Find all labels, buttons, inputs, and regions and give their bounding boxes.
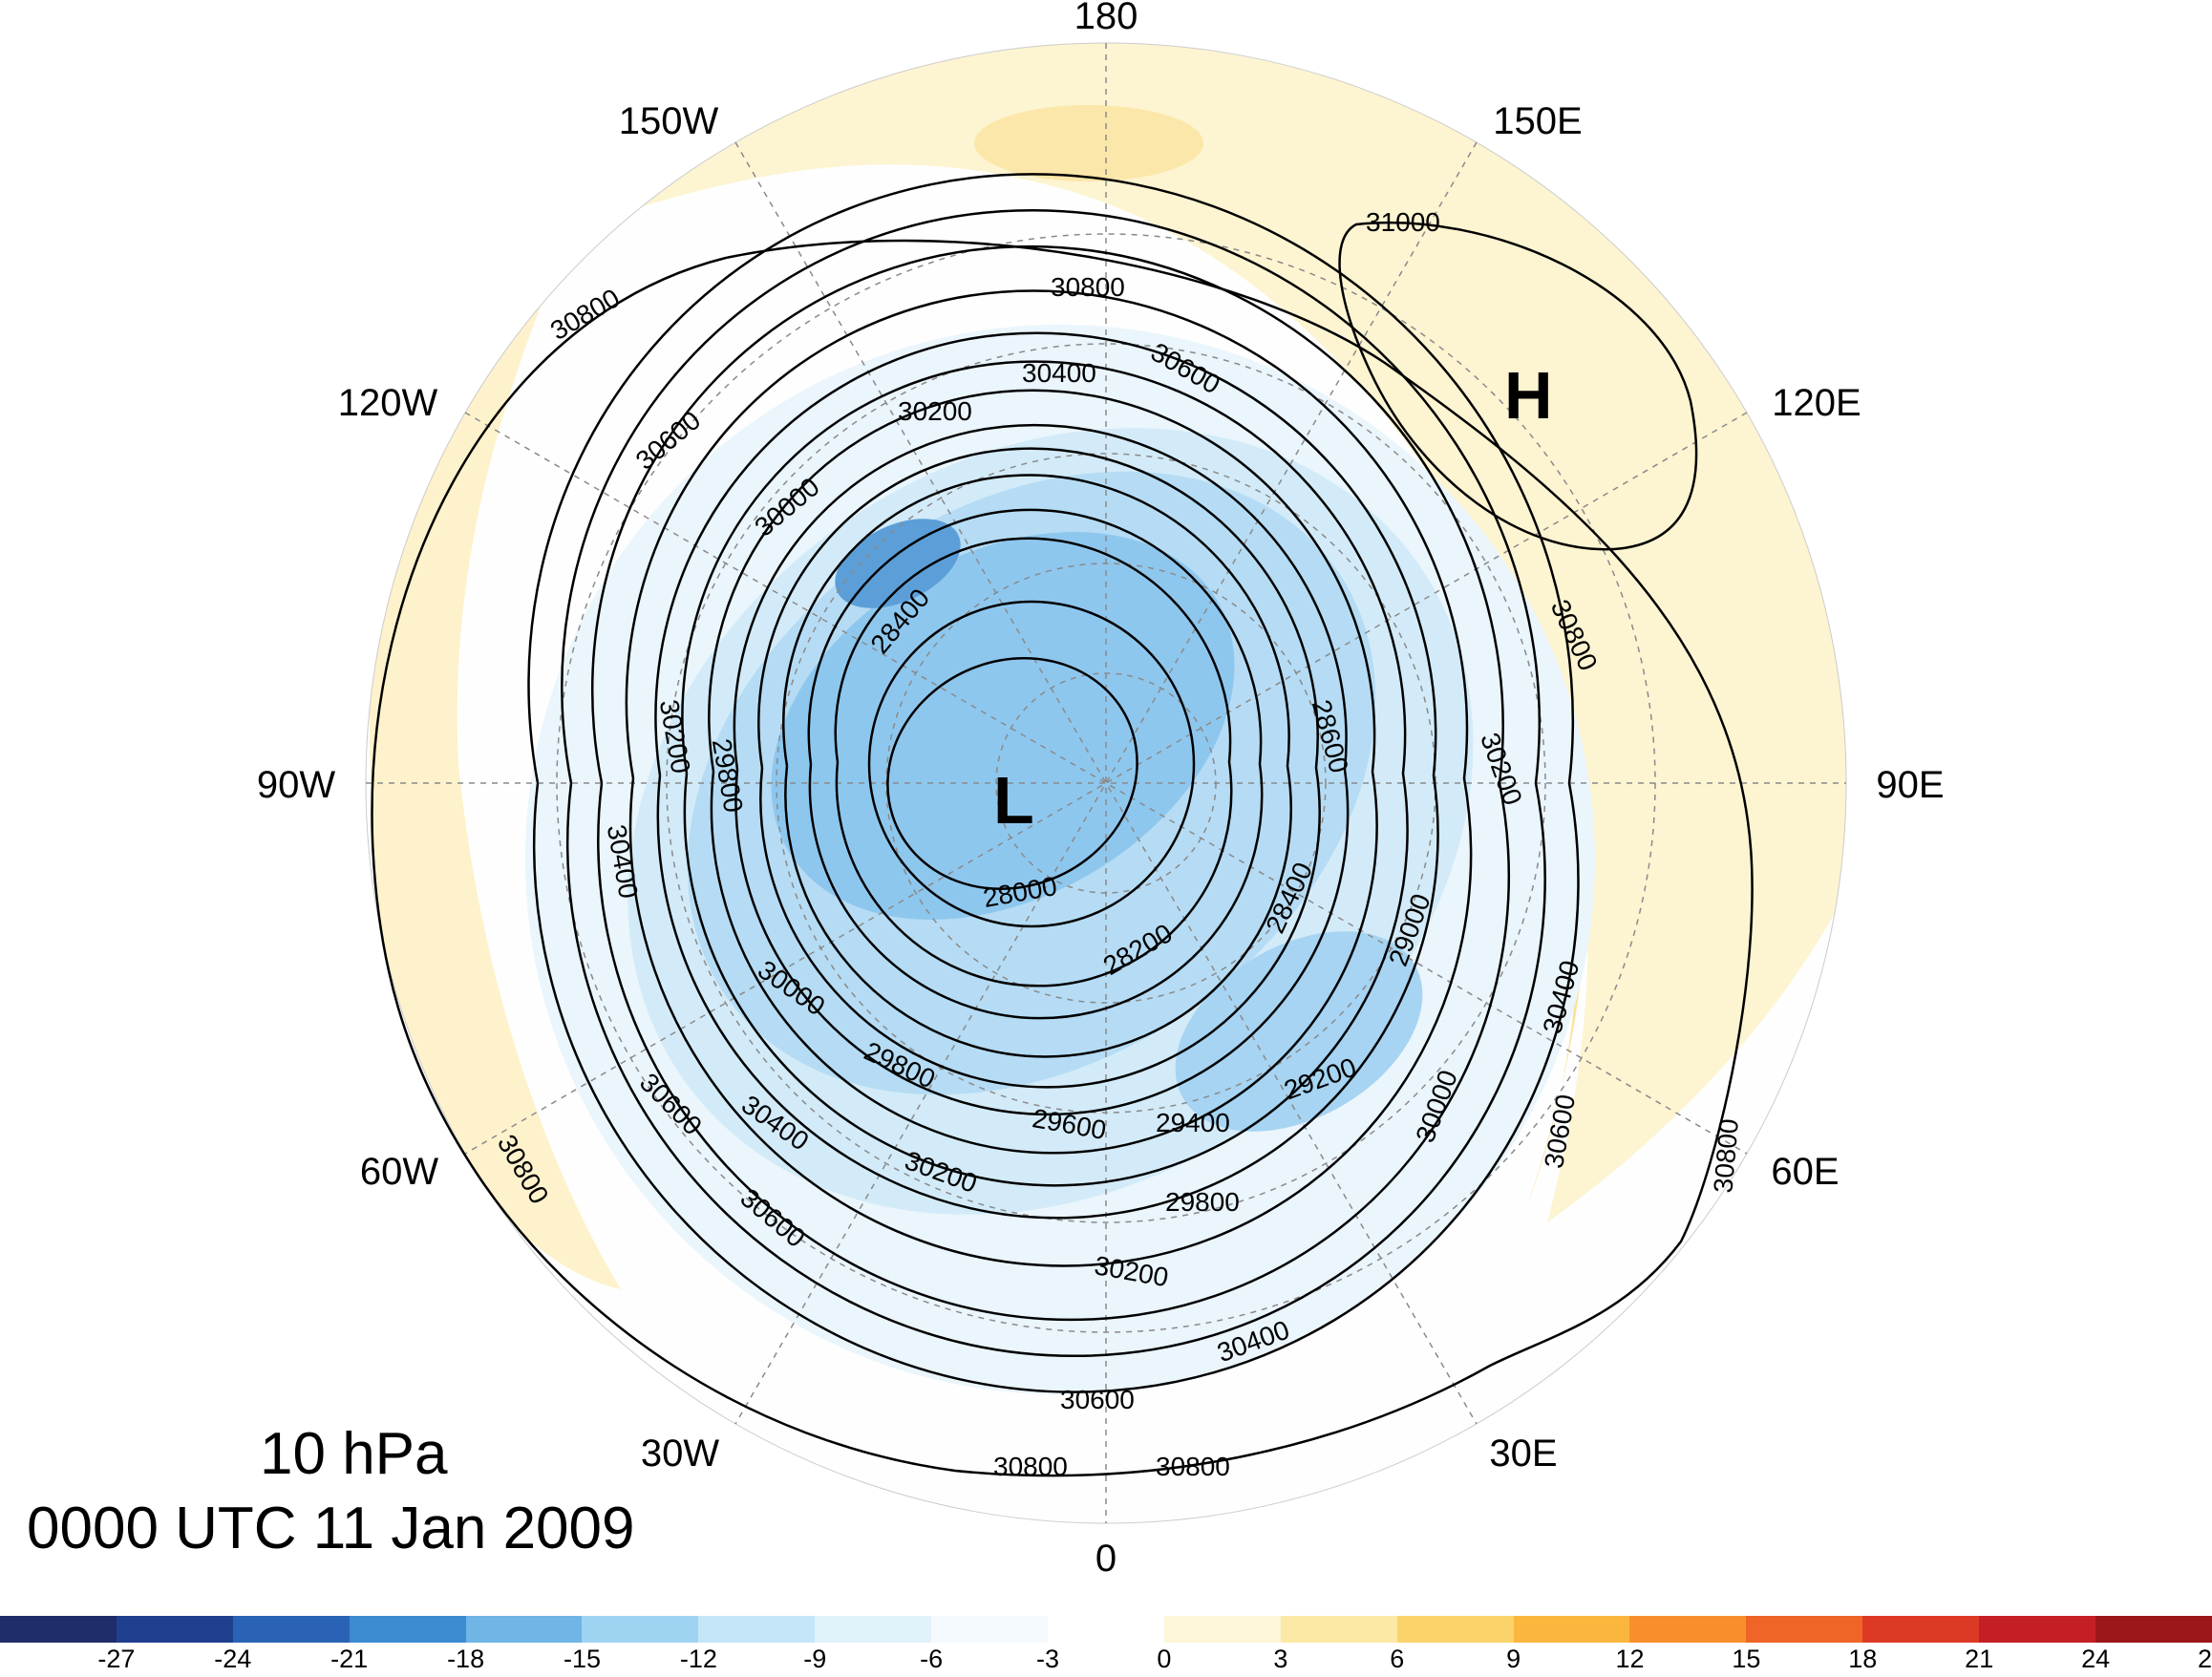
colorbar-tick-label: -9 [803,1645,827,1673]
high-pressure-marker: H [1504,358,1553,433]
contour-28200 [867,600,1196,928]
warm-anomaly-patch [974,105,1203,181]
colorbar-tick-label: 27 [2197,1645,2212,1673]
contour-label: 30800 [1708,1117,1744,1194]
colorbar-segment [1048,1616,1164,1643]
colorbar-tick-label: -6 [920,1645,944,1673]
colorbar-tick-label: -15 [563,1645,601,1673]
contour-label: 30600 [1060,1385,1135,1414]
longitude-label: 30W [641,1433,719,1475]
longitude-label: 60W [360,1151,438,1193]
longitude-label: 90E [1876,764,1944,806]
colorbar-tick-labels: -27 -24 -21 -18 -15 -12 -9 -6 -3 0 3 6 9 12 15 18 21 24 27 [0,1645,2212,1677]
contour-29200 [733,423,1350,1116]
colorbar-segment [232,1616,350,1643]
colorbar-segment [698,1616,816,1643]
colorbar-segment [1629,1616,1747,1643]
colorbar-segment [582,1616,699,1643]
colorbar-segment [0,1616,117,1643]
contour-30000 [625,289,1473,1267]
colorbar-segment [1163,1616,1281,1643]
contour-31000-high [1338,221,1698,551]
contour-label: 30800 [1051,272,1125,302]
contour-28600 [807,508,1264,1020]
colorbar-tick-label: 24 [2081,1645,2111,1673]
longitude-label: 180 [1074,0,1138,37]
contour-label: 30400 [1022,358,1096,388]
colorbar-tick-label: 21 [1965,1645,1994,1673]
contour-30600 [527,173,1580,1393]
colorbar-segment [116,1616,233,1643]
colorbar-segment [1862,1616,1980,1643]
polar-map: 31000 30800 30800 30800 30800 30800 3080… [257,0,1945,1580]
longitude-label: 150E [1493,100,1582,142]
pressure-level-label: 10 hPa [260,1421,448,1487]
contour-label: 29800 [1165,1187,1240,1217]
colorbar-segment [931,1616,1049,1643]
contour-29600 [681,360,1409,1187]
contour-28800 [782,474,1292,1058]
colorbar-tick-label: -24 [214,1645,252,1673]
colorbar-segment [2095,1616,2212,1643]
colorbar-tick-label: 6 [1390,1645,1405,1673]
colorbar-tick-label: -21 [330,1645,369,1673]
warm-anomaly-west [369,229,621,1289]
contour-30200 [591,244,1510,1322]
longitude-label: 120E [1772,382,1861,424]
contour-29400 [708,389,1378,1155]
longitude-label: 0 [1095,1538,1117,1580]
colorbar-tick-label: -18 [447,1645,485,1673]
colorbar-segment [1979,1616,2096,1643]
longitude-labels: 180 150E 120E 90E 60E 30E 0 30W 60W 90W … [257,0,1945,1580]
colorbar [0,1616,2212,1643]
cold-anomaly-max [835,519,961,608]
contour-30800 [371,239,1754,1477]
colorbar-segment [465,1616,583,1643]
contour-label: 30800 [1156,1452,1230,1481]
contour-label: 31000 [1366,207,1440,237]
colorbar-segment [1746,1616,1863,1643]
longitude-label: 90W [257,764,335,806]
colorbar-segment [1396,1616,1514,1643]
colorbar-tick-label: 9 [1506,1645,1521,1673]
colorbar-tick-label: -3 [1036,1645,1060,1673]
colorbar-segment [1280,1616,1397,1643]
contour-label: 29400 [1156,1108,1230,1137]
longitude-label: 30E [1489,1433,1557,1475]
contour-29000 [757,447,1321,1089]
height-contours [371,173,1754,1477]
anomaly-shading [369,43,1846,1394]
cold-anomaly-europe [1175,931,1423,1132]
contour-label: 30800 [993,1452,1068,1481]
contour-28000 [886,657,1138,890]
contour-label: 30200 [898,396,972,426]
colorbar-tick-label: -27 [97,1645,136,1673]
contour-29800 [654,331,1439,1220]
colorbar-tick-label: 15 [1732,1645,1761,1673]
colorbar-tick-label: 0 [1157,1645,1172,1673]
colorbar-tick-label: 12 [1615,1645,1645,1673]
contour-28400 [834,537,1233,987]
colorbar-segment [1513,1616,1630,1643]
longitude-label: 60E [1771,1151,1839,1193]
colorbar-tick-label: 18 [1848,1645,1878,1673]
colorbar-tick-label: 3 [1273,1645,1288,1673]
contour-30400 [561,208,1546,1358]
longitude-label: 150W [619,100,719,142]
low-pressure-marker: L [993,763,1034,838]
colorbar-tick-label: -12 [679,1645,717,1673]
warm-anomaly-north [573,43,1846,1222]
colorbar-segment [815,1616,932,1643]
valid-time-label: 0000 UTC 11 Jan 2009 [27,1496,635,1561]
colorbar-segment [349,1616,466,1643]
longitude-label: 120W [338,382,438,424]
